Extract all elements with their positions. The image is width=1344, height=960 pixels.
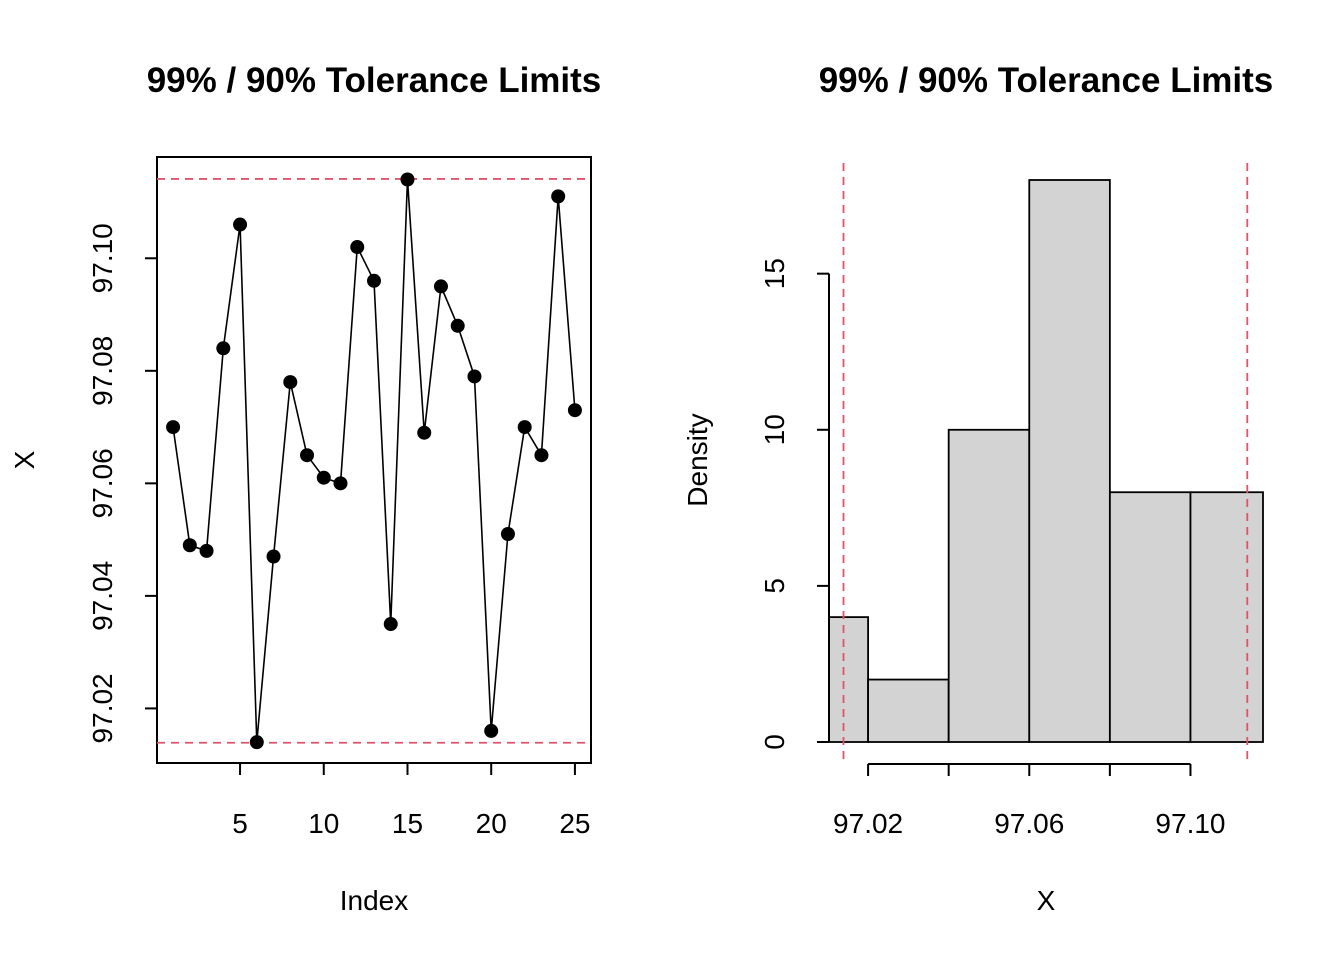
data-point (500, 526, 515, 541)
x-tick-label: 97.02 (833, 808, 903, 839)
data-point (283, 375, 298, 390)
data-point (517, 420, 532, 435)
x-tick-label: 15 (392, 808, 423, 839)
data-point (333, 476, 348, 491)
x-tick-label: 97.10 (1155, 808, 1225, 839)
data-series-line (172, 179, 576, 743)
data-point (300, 448, 315, 463)
data-point (316, 470, 331, 485)
data-point (484, 723, 499, 738)
y-tick-label: 10 (759, 414, 790, 445)
histogram-bar (1189, 491, 1264, 743)
data-point (199, 543, 214, 558)
right-x-axis-label: X (1037, 885, 1056, 916)
y-tick-label: 97.06 (87, 448, 118, 518)
data-point (400, 172, 415, 187)
histogram-bar (947, 428, 1031, 743)
y-tick-label: 97.02 (87, 673, 118, 743)
histogram-bar (828, 616, 869, 743)
x-tick-label: 25 (559, 808, 590, 839)
data-point (166, 420, 181, 435)
right-tolerance-limits (842, 163, 1249, 763)
data-points (166, 172, 582, 750)
data-point (417, 425, 432, 440)
data-point (567, 403, 582, 418)
histogram-bar (1028, 179, 1111, 743)
data-point (249, 735, 264, 750)
left-chart-title: 99% / 90% Tolerance Limits (147, 61, 602, 100)
left-tolerance-limits (157, 178, 591, 744)
right-chart-title: 99% / 90% Tolerance Limits (819, 61, 1274, 100)
data-point (467, 369, 482, 384)
data-point (182, 538, 197, 553)
left-y-axis-label: X (9, 450, 40, 469)
y-tick-label: 0 (759, 734, 790, 750)
right-y-axis: 0 5 10 15 (759, 258, 830, 750)
histogram-bars (828, 179, 1264, 743)
left-plot-frame (156, 156, 592, 764)
data-point (266, 549, 281, 564)
data-point (216, 341, 231, 356)
right-y-axis-label: Density (682, 413, 713, 506)
data-point (450, 318, 465, 333)
left-x-axis-label: Index (340, 885, 409, 916)
data-point (350, 240, 365, 255)
y-tick-label: 97.10 (87, 223, 118, 293)
data-point (383, 617, 398, 632)
y-tick-label: 15 (759, 258, 790, 289)
y-tick-label: 97.08 (87, 336, 118, 406)
data-point (233, 217, 248, 232)
x-tick-label: 5 (232, 808, 248, 839)
x-tick-label: 97.06 (994, 808, 1064, 839)
x-tick-label: 20 (476, 808, 507, 839)
y-tick-label: 97.04 (87, 561, 118, 631)
left-x-axis: 5 10 15 20 25 (232, 763, 591, 839)
right-x-axis: 97.02 97.06 97.10 (833, 763, 1226, 839)
x-tick-label: 10 (308, 808, 339, 839)
histogram-bar (1108, 491, 1192, 743)
histogram: 99% / 90% Tolerance Limits 97.02 97.06 97.… (682, 61, 1273, 916)
histogram-bar (867, 678, 950, 743)
data-point (551, 189, 566, 204)
index-plot: 99% / 90% Tolerance Limits 5 10 15 20 25 97.… (9, 61, 601, 916)
data-point (433, 279, 448, 294)
data-point (367, 273, 381, 288)
data-point (534, 448, 549, 463)
left-y-axis: 97.02 97.04 97.06 97.08 97.10 (87, 223, 157, 743)
y-tick-label: 5 (759, 578, 790, 594)
